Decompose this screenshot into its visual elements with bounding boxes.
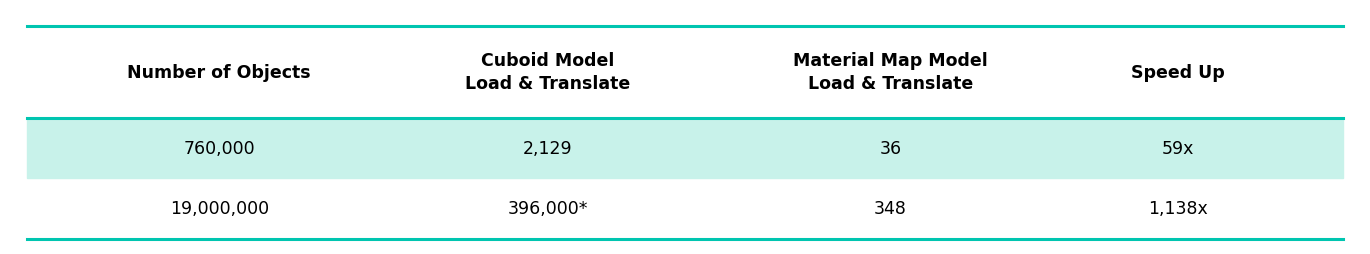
Text: Speed Up: Speed Up — [1132, 64, 1225, 81]
Text: 760,000: 760,000 — [184, 139, 255, 157]
Bar — [27, 118, 1343, 178]
Text: Material Map Model
Load & Translate: Material Map Model Load & Translate — [793, 52, 988, 93]
Text: 2,129: 2,129 — [523, 139, 573, 157]
Text: Cuboid Model
Load & Translate: Cuboid Model Load & Translate — [466, 52, 630, 93]
Text: 19,000,000: 19,000,000 — [170, 200, 269, 218]
Text: 1,138x: 1,138x — [1148, 200, 1208, 218]
Text: 348: 348 — [874, 200, 907, 218]
Text: 36: 36 — [880, 139, 901, 157]
Text: 59x: 59x — [1162, 139, 1195, 157]
Text: Number of Objects: Number of Objects — [127, 64, 311, 81]
Text: 396,000*: 396,000* — [508, 200, 588, 218]
